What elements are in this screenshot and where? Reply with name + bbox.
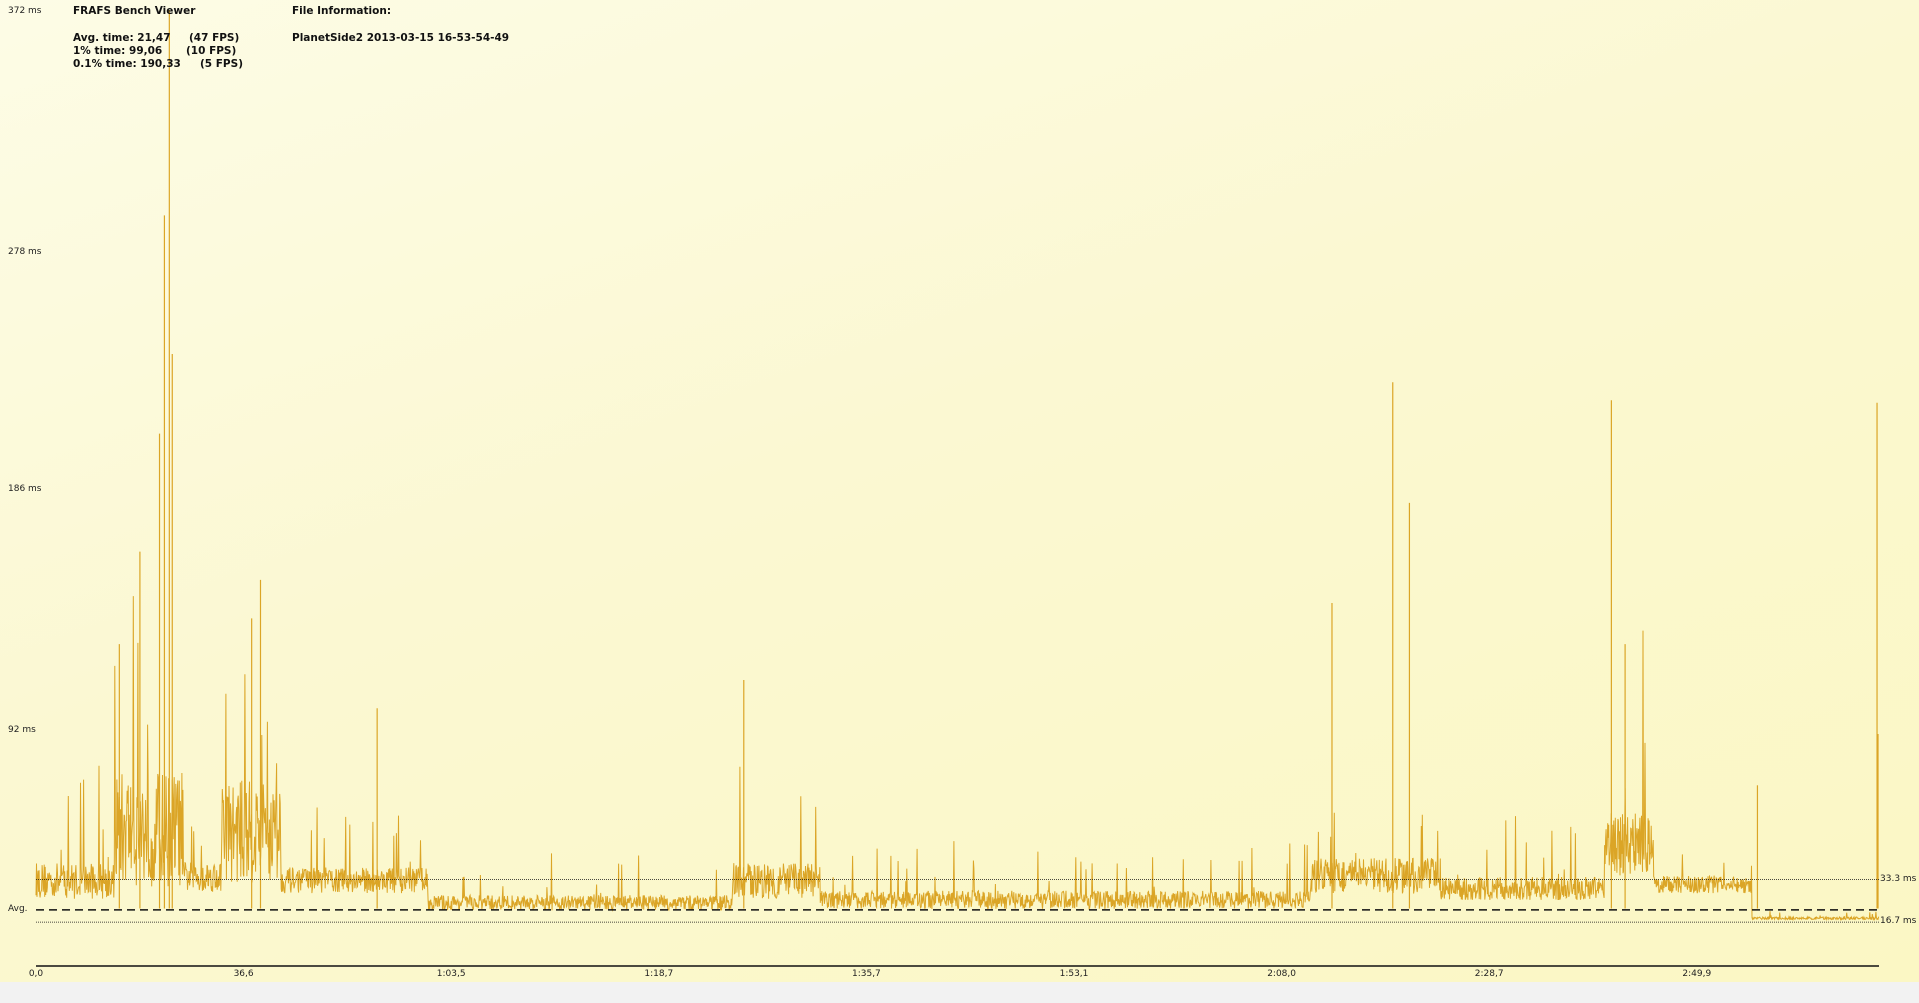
reference-line-label: 33.3 ms: [1880, 873, 1917, 884]
x-tick-label: 1:35,7: [851, 969, 881, 979]
y-tick-label: 92 ms: [8, 724, 36, 735]
stat-avg-fps: (47 FPS): [189, 32, 240, 44]
stat-01pct-fps: (5 FPS): [200, 58, 243, 70]
x-tick-label: 1:18,7: [644, 969, 674, 979]
x-tick-label: 0,0: [28, 969, 44, 979]
x-tick-label: 1:03,5: [436, 969, 466, 979]
x-tick-label: 2:28,7: [1474, 969, 1504, 979]
x-tick-label: 36,6: [233, 969, 254, 979]
chart-area: FRAFS Bench Viewer Avg. time: 21,47 (47 …: [0, 0, 1919, 982]
file-info-title: File Information:: [292, 5, 392, 17]
stat-01pct-label: 0.1% time: 190,33: [73, 58, 181, 70]
app-title: FRAFS Bench Viewer: [73, 5, 196, 17]
y-tick-label: 186 ms: [8, 483, 42, 494]
x-tick-label: 1:53,1: [1059, 969, 1089, 979]
file-name: PlanetSide2 2013-03-15 16-53-54-49: [292, 32, 510, 44]
reference-line-label: 16.7 ms: [1880, 916, 1917, 927]
stat-1pct-label: 1% time: 99,06: [73, 45, 163, 57]
reference-line-label: Avg.: [8, 903, 28, 914]
frametime-series-line: [35, 596, 1880, 922]
frametime-chart: [35, 10, 1880, 967]
y-tick-label: 372 ms: [8, 6, 42, 16]
x-tick-label: 2:49,9: [1682, 969, 1712, 979]
x-tick-label: 2:08,0: [1267, 969, 1296, 979]
stat-1pct-fps: (10 FPS): [186, 45, 237, 57]
y-tick-label: 278 ms: [8, 247, 42, 258]
stat-avg-label: Avg. time: 21,47: [73, 32, 171, 44]
